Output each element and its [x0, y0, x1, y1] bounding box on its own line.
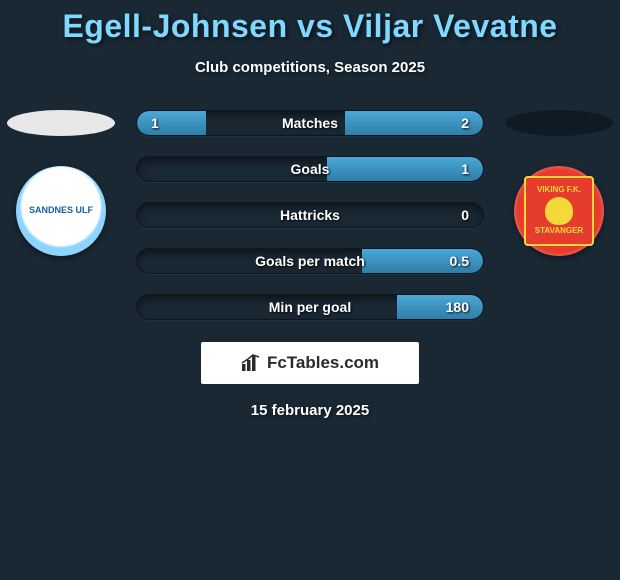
- viking-icon: [545, 197, 573, 225]
- page-title: Egell-Johnsen vs Viljar Vevatne: [0, 8, 620, 45]
- stat-value-right: 1: [461, 157, 469, 181]
- right-team-column: VIKING F.K. STAVANGER: [504, 110, 614, 256]
- stat-fill-right: [397, 295, 484, 319]
- stat-value-right: 2: [461, 111, 469, 135]
- stat-bar: Hattricks0: [136, 202, 484, 228]
- stat-fill-left: [137, 111, 206, 135]
- stat-label: Hattricks: [137, 203, 483, 227]
- brand-badge[interactable]: FcTables.com: [201, 342, 419, 384]
- stat-value-right: 0: [461, 203, 469, 227]
- stat-value-right: 180: [446, 295, 469, 319]
- left-team-crest: SANDNES ULF: [16, 166, 106, 256]
- stat-value-right: 0.5: [450, 249, 469, 273]
- stat-fill-right: [327, 157, 483, 181]
- right-team-pill: [505, 110, 613, 136]
- left-crest-label: SANDNES ULF: [29, 206, 93, 216]
- left-team-column: SANDNES ULF: [6, 110, 116, 256]
- bars-icon: [241, 354, 261, 372]
- right-crest-bottom: STAVANGER: [535, 227, 583, 236]
- stat-bar: Matches12: [136, 110, 484, 136]
- left-team-pill: [7, 110, 115, 136]
- right-team-crest: VIKING F.K. STAVANGER: [514, 166, 604, 256]
- comparison-panel: SANDNES ULF Matches12Goals1Hattricks0Goa…: [0, 110, 620, 320]
- stat-bar: Goals1: [136, 156, 484, 182]
- right-crest-top: VIKING F.K.: [537, 186, 581, 195]
- stat-bar: Min per goal180: [136, 294, 484, 320]
- comparison-date: 15 february 2025: [0, 402, 620, 419]
- brand-text: FcTables.com: [267, 353, 379, 373]
- page-subtitle: Club competitions, Season 2025: [0, 59, 620, 76]
- stats-list: Matches12Goals1Hattricks0Goals per match…: [116, 110, 504, 320]
- stat-value-left: 1: [151, 111, 159, 135]
- stat-bar: Goals per match0.5: [136, 248, 484, 274]
